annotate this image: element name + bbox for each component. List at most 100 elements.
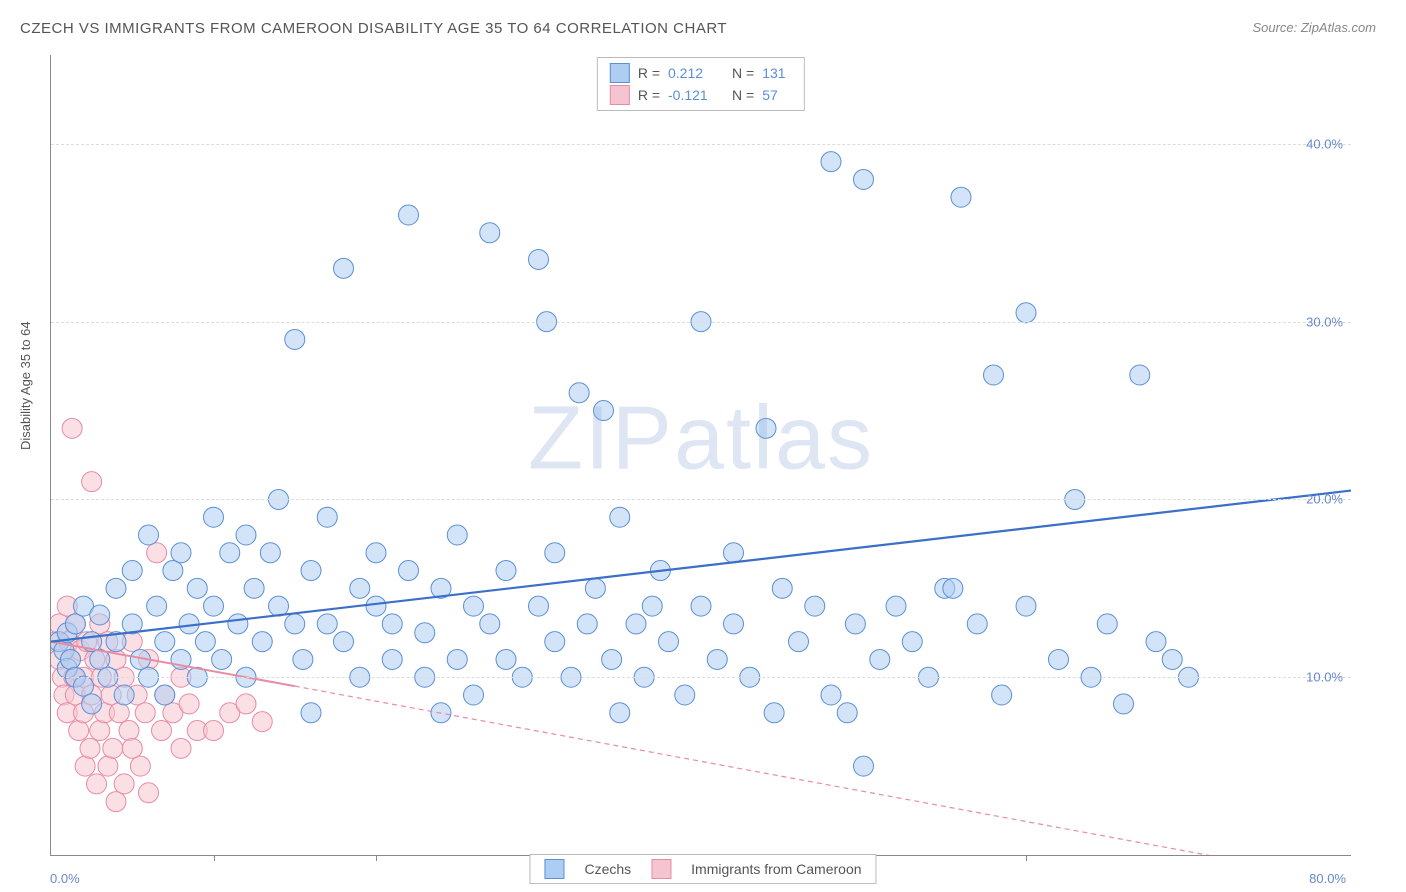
trend-line	[51, 491, 1351, 642]
scatter-point	[951, 187, 971, 207]
scatter-point	[260, 543, 280, 563]
scatter-point	[626, 614, 646, 634]
scatter-point	[675, 685, 695, 705]
scatter-point	[163, 561, 183, 581]
scatter-point	[764, 703, 784, 723]
scatter-point	[75, 756, 95, 776]
stat-r-cameroon: -0.121	[668, 84, 724, 106]
scatter-point	[204, 507, 224, 527]
scatter-point	[135, 703, 155, 723]
stat-label-n: N =	[732, 84, 754, 106]
scatter-point	[659, 632, 679, 652]
swatch-cameroon	[610, 85, 630, 105]
scatter-point	[399, 561, 419, 581]
source-attribution: Source: ZipAtlas.com	[1252, 20, 1376, 35]
scatter-point	[334, 258, 354, 278]
scatter-point	[69, 721, 89, 741]
scatter-point	[610, 507, 630, 527]
scatter-chart	[51, 55, 1351, 855]
swatch-czechs	[610, 63, 630, 83]
legend-label-cameroon: Immigrants from Cameroon	[691, 861, 861, 877]
scatter-point	[545, 632, 565, 652]
y-tick-label: 40.0%	[1306, 136, 1343, 151]
scatter-point	[415, 623, 435, 643]
scatter-point	[139, 525, 159, 545]
scatter-point	[109, 703, 129, 723]
scatter-point	[74, 676, 94, 696]
scatter-point	[1162, 649, 1182, 669]
scatter-point	[171, 738, 191, 758]
scatter-point	[171, 543, 191, 563]
scatter-point	[577, 614, 597, 634]
scatter-point	[837, 703, 857, 723]
scatter-point	[187, 578, 207, 598]
scatter-point	[236, 694, 256, 714]
scatter-point	[155, 632, 175, 652]
scatter-point	[821, 685, 841, 705]
x-axis-max-label: 80.0%	[1309, 871, 1346, 886]
scatter-point	[147, 543, 167, 563]
scatter-point	[179, 694, 199, 714]
scatter-point	[152, 721, 172, 741]
scatter-point	[642, 596, 662, 616]
scatter-point	[399, 205, 419, 225]
scatter-point	[464, 596, 484, 616]
scatter-point	[707, 649, 727, 669]
scatter-point	[382, 649, 402, 669]
y-axis-title: Disability Age 35 to 64	[18, 321, 33, 450]
scatter-point	[496, 561, 516, 581]
scatter-point	[480, 223, 500, 243]
stat-n-czechs: 131	[762, 62, 792, 84]
x-tick	[1026, 855, 1027, 861]
scatter-point	[106, 578, 126, 598]
scatter-point	[610, 703, 630, 723]
scatter-point	[155, 685, 175, 705]
scatter-point	[992, 685, 1012, 705]
y-tick-label: 30.0%	[1306, 314, 1343, 329]
plot-area: ZIPatlas R = 0.212 N = 131 R = -0.121 N …	[50, 55, 1351, 856]
scatter-point	[1114, 694, 1134, 714]
scatter-point	[130, 756, 150, 776]
scatter-point	[821, 152, 841, 172]
scatter-point	[98, 756, 118, 776]
scatter-point	[252, 712, 272, 732]
scatter-point	[122, 561, 142, 581]
scatter-point	[65, 614, 85, 634]
scatter-point	[82, 472, 102, 492]
scatter-point	[789, 632, 809, 652]
scatter-point	[805, 596, 825, 616]
scatter-point	[854, 756, 874, 776]
scatter-point	[301, 561, 321, 581]
scatter-point	[236, 525, 256, 545]
scatter-point	[447, 525, 467, 545]
scatter-point	[529, 249, 549, 269]
scatter-point	[724, 543, 744, 563]
x-tick	[376, 855, 377, 861]
scatter-point	[114, 774, 134, 794]
gridline-h	[51, 322, 1351, 323]
scatter-point	[114, 685, 134, 705]
trend-line	[295, 686, 1351, 855]
y-tick-label: 10.0%	[1306, 670, 1343, 685]
scatter-point	[382, 614, 402, 634]
stat-r-czechs: 0.212	[668, 62, 724, 84]
scatter-point	[317, 507, 337, 527]
scatter-point	[967, 614, 987, 634]
scatter-point	[845, 614, 865, 634]
scatter-point	[366, 596, 386, 616]
y-tick-label: 20.0%	[1306, 492, 1343, 507]
gridline-h	[51, 499, 1351, 500]
stat-n-cameroon: 57	[762, 84, 792, 106]
scatter-point	[569, 383, 589, 403]
legend: Czechs Immigrants from Cameroon	[529, 854, 876, 884]
scatter-point	[943, 578, 963, 598]
scatter-point	[80, 738, 100, 758]
legend-swatch-czechs	[544, 859, 564, 879]
scatter-point	[90, 721, 110, 741]
scatter-point	[252, 632, 272, 652]
scatter-point	[529, 596, 549, 616]
scatter-point	[1097, 614, 1117, 634]
scatter-point	[984, 365, 1004, 385]
scatter-point	[724, 614, 744, 634]
x-tick	[214, 855, 215, 861]
